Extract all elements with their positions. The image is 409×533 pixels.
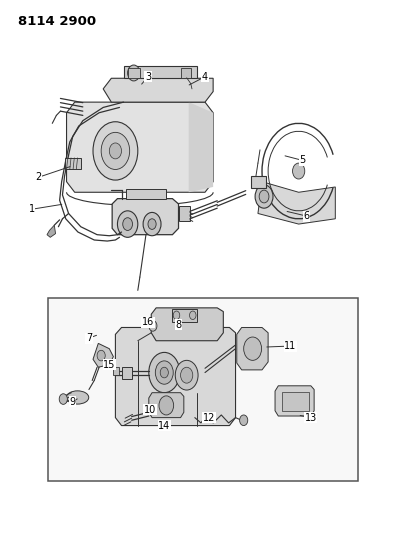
Polygon shape: [112, 199, 178, 235]
Circle shape: [148, 320, 157, 331]
Circle shape: [59, 394, 67, 405]
Bar: [125, 189, 166, 199]
Polygon shape: [103, 78, 213, 102]
Polygon shape: [148, 393, 183, 418]
Text: 13: 13: [304, 413, 316, 423]
Bar: [281, 392, 308, 411]
Circle shape: [93, 122, 137, 180]
Circle shape: [148, 352, 179, 393]
Text: 10: 10: [144, 405, 156, 415]
Circle shape: [292, 163, 304, 179]
Text: 7: 7: [85, 333, 92, 343]
Bar: [250, 176, 265, 188]
Text: 3: 3: [144, 71, 151, 82]
Polygon shape: [66, 102, 213, 192]
Circle shape: [189, 311, 196, 319]
Bar: [172, 309, 196, 322]
Text: 16: 16: [142, 317, 154, 327]
Text: 8: 8: [175, 320, 181, 330]
Text: 6: 6: [303, 211, 309, 221]
Text: 4: 4: [202, 71, 207, 82]
Text: 15: 15: [103, 360, 115, 369]
Bar: [121, 367, 131, 379]
Bar: [64, 158, 81, 169]
Text: 14: 14: [158, 421, 170, 431]
Bar: [113, 367, 119, 375]
Circle shape: [109, 143, 121, 159]
Circle shape: [243, 337, 261, 360]
Bar: [48, 298, 357, 481]
Circle shape: [97, 350, 105, 361]
Bar: [180, 68, 190, 78]
Polygon shape: [151, 308, 223, 341]
Polygon shape: [93, 343, 113, 367]
Circle shape: [180, 367, 192, 383]
Circle shape: [160, 367, 168, 378]
Circle shape: [117, 211, 137, 237]
Text: 9: 9: [70, 397, 76, 407]
Text: 8114 2900: 8114 2900: [18, 14, 96, 28]
Circle shape: [254, 185, 272, 208]
Polygon shape: [188, 102, 213, 192]
Circle shape: [101, 132, 129, 169]
Text: 5: 5: [299, 156, 305, 165]
Ellipse shape: [66, 391, 88, 404]
Circle shape: [148, 219, 156, 229]
Polygon shape: [123, 66, 196, 78]
Circle shape: [143, 213, 161, 236]
Polygon shape: [47, 225, 55, 237]
Polygon shape: [236, 327, 267, 370]
Circle shape: [127, 65, 139, 81]
Circle shape: [175, 360, 198, 390]
Circle shape: [258, 190, 268, 203]
Polygon shape: [115, 327, 235, 425]
Text: 12: 12: [202, 413, 215, 423]
Polygon shape: [257, 182, 335, 224]
Bar: [178, 206, 189, 221]
Circle shape: [155, 361, 173, 384]
Circle shape: [239, 415, 247, 425]
Polygon shape: [274, 386, 313, 416]
Circle shape: [122, 217, 132, 230]
Text: 2: 2: [35, 172, 41, 182]
Text: 1: 1: [29, 204, 35, 214]
Circle shape: [173, 311, 179, 319]
Text: 11: 11: [284, 341, 296, 351]
Circle shape: [159, 396, 173, 415]
Bar: [127, 68, 139, 78]
